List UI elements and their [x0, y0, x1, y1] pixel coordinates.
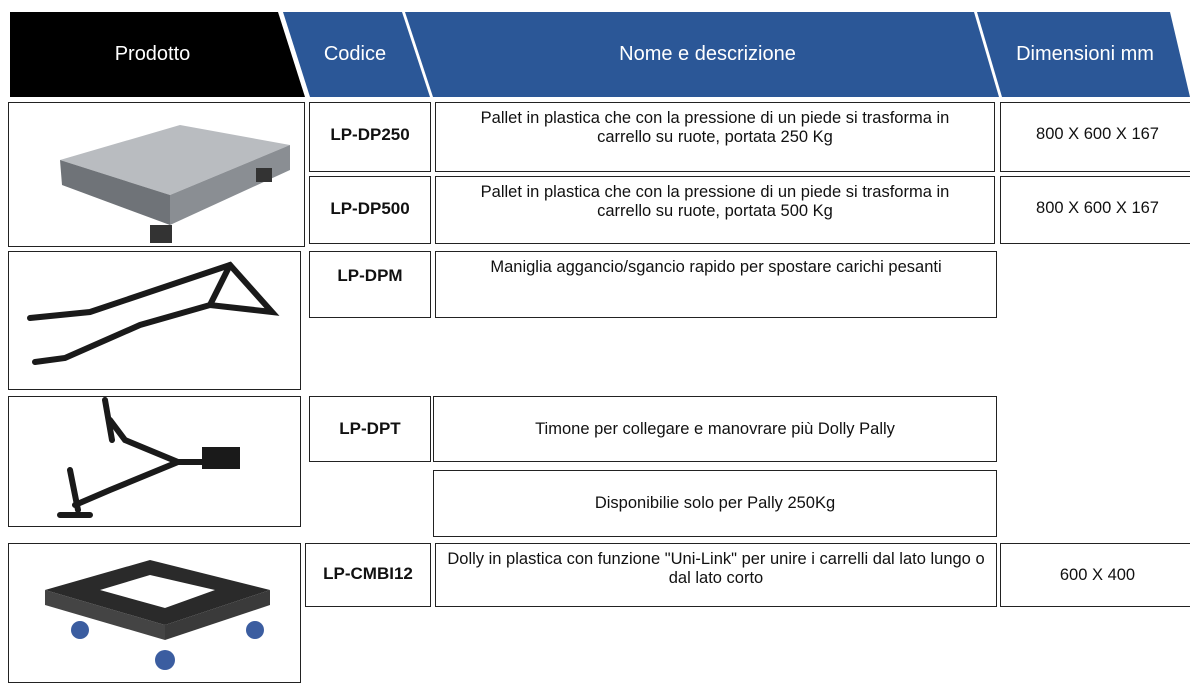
product-image	[45, 560, 270, 670]
description-cell: Dolly in plastica con funzione "Uni-Link…	[435, 543, 997, 607]
header-bg	[283, 12, 430, 97]
header-cell: Prodotto	[114, 43, 191, 65]
code-cell: LP-DP500	[309, 176, 431, 244]
product-image	[57, 397, 240, 518]
image-cell	[8, 251, 301, 390]
note-cell: Disponibilie solo per Pally 250Kg	[433, 470, 997, 537]
dimensions-cell: 800 X 600 X 167	[1000, 176, 1190, 244]
image-cell	[8, 543, 301, 683]
product-image	[27, 261, 280, 365]
code-cell: LP-DP250	[309, 102, 431, 172]
code-cell: LP-DPM	[309, 251, 431, 318]
description-cell: Pallet in plastica che con la pressione …	[435, 102, 995, 172]
header-cell: Codice	[323, 43, 387, 65]
header-bg	[405, 12, 999, 97]
description-cell: Pallet in plastica che con la pressione …	[435, 176, 995, 244]
code-cell: LP-CMBI12	[305, 543, 431, 607]
header-bg	[977, 12, 1190, 97]
header-cell: Dimensioni mm	[1016, 43, 1154, 65]
image-cell	[8, 396, 301, 527]
product-image	[60, 125, 290, 243]
description-cell: Maniglia aggancio/sgancio rapido per spo…	[435, 251, 997, 318]
code-cell: LP-DPT	[309, 396, 431, 462]
header-bg	[10, 12, 305, 97]
dimensions-cell: 600 X 400	[1000, 543, 1190, 607]
header-cell: Nome e descrizione	[619, 43, 796, 65]
dimensions-cell: 800 X 600 X 167	[1000, 102, 1190, 172]
image-cell	[8, 102, 305, 247]
description-cell: Timone per collegare e manovrare più Dol…	[433, 396, 997, 462]
